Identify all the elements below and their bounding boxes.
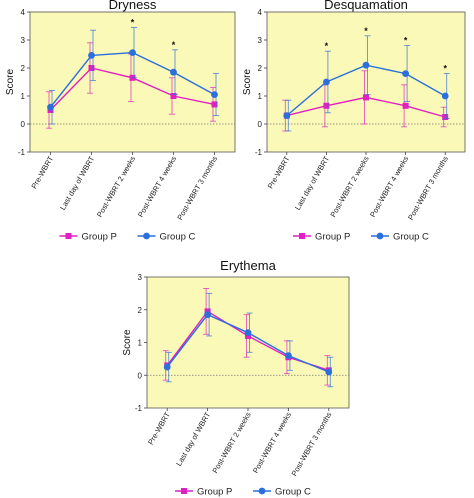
y-axis-label: Score [242, 69, 253, 96]
data-point-group-c [325, 368, 333, 376]
x-tick-label: Post-WBRT 3 months [406, 154, 450, 221]
y-tick-label: 0 [258, 120, 263, 129]
data-point-group-c [323, 78, 330, 86]
x-tick-label: Last day of WBRT [293, 154, 331, 211]
legend-marker [376, 232, 384, 240]
y-tick-label: 2 [138, 306, 143, 315]
chart-title: Desquamation [324, 0, 408, 12]
data-point-group-c [362, 61, 370, 69]
legend-item-group-c: Group C [253, 487, 311, 498]
significance-marker: * [172, 40, 176, 50]
significance-marker: * [325, 41, 329, 51]
data-point-group-p [323, 102, 330, 109]
y-tick-label: 4 [258, 8, 263, 17]
y-tick-label: 1 [138, 339, 143, 348]
y-tick-label: 2 [258, 64, 263, 73]
legend-label: Group P [82, 232, 117, 243]
chart-title: Erythema [220, 258, 276, 273]
data-point-group-c [88, 52, 95, 59]
chart-erythema: Erythema Score -1 0 1 2 3 Pre-WBRT Last day of W… [122, 258, 350, 498]
y-tick-label: 0 [21, 120, 26, 129]
x-tick-label: Post-WBRT 3 months [175, 154, 219, 221]
significance-marker: * [131, 17, 135, 27]
data-point-group-p [211, 101, 218, 108]
legend-item-group-c: Group C [371, 232, 429, 243]
significance-marker: * [443, 64, 447, 74]
x-tick-label: Pre-WBRT [29, 154, 55, 190]
y-tick-label: 4 [21, 8, 26, 17]
data-point-group-p [402, 102, 409, 109]
legend-item-group-p: Group P [175, 487, 232, 498]
x-tick-label: Post-WBRT 4 weeks [136, 154, 178, 218]
y-tick-label: 1 [258, 92, 263, 101]
data-point-group-c [244, 329, 252, 337]
data-point-group-c [204, 311, 212, 319]
legend-marker [181, 488, 187, 494]
data-point-group-c [402, 70, 409, 77]
legend-label: Group C [160, 232, 196, 243]
y-axis-label: Score [122, 329, 133, 356]
y-tick-label: 0 [138, 371, 143, 380]
data-point-group-c [47, 103, 54, 111]
x-tick-label: Post-WBRT 2 weeks [328, 154, 370, 218]
y-tick-label: 1 [21, 92, 26, 101]
chart-desquamation: Desquamation Score -1 0 1 2 3 4 Pre-WBRT Last day… [242, 0, 466, 243]
x-tick-label: Last day of WBRT [58, 154, 96, 211]
plot-area [29, 11, 236, 153]
legend-item-group-c: Group C [137, 232, 196, 243]
legend-marker [143, 232, 150, 240]
legend-marker [65, 233, 72, 239]
legend-label: Group P [315, 232, 350, 243]
y-tick-label: 3 [138, 273, 143, 282]
x-tick-label: Post-WBRT 3 months [290, 410, 334, 477]
data-point-group-c [211, 91, 218, 98]
significance-marker: * [364, 26, 368, 36]
plot-area [146, 276, 350, 409]
data-point-group-c [170, 68, 177, 76]
data-point-group-p [442, 114, 449, 120]
y-tick-label: 3 [258, 36, 263, 45]
y-tick-label: -1 [255, 148, 263, 157]
data-point-group-c [129, 49, 136, 56]
x-tick-label: Last day of WBRT [174, 410, 212, 467]
legend-label: Group C [393, 232, 429, 243]
data-point-group-p [363, 94, 369, 101]
legend-marker [258, 487, 266, 495]
legend-marker [299, 233, 305, 239]
y-axis-label: Score [5, 69, 16, 96]
x-tick-label: Post-WBRT 4 weeks [368, 154, 410, 218]
y-tick-label: 2 [21, 64, 26, 73]
x-tick-label: Pre-WBRT [266, 154, 292, 190]
chart-title: Dryness [109, 0, 157, 12]
x-tick-label: Post-WBRT 2 weeks [210, 410, 252, 474]
data-point-group-p [88, 65, 95, 71]
data-point-group-c [441, 92, 449, 100]
data-point-group-c [285, 352, 292, 359]
legend-label: Group C [275, 487, 311, 498]
significance-marker: * [404, 36, 408, 46]
y-tick-label: 3 [21, 36, 26, 45]
y-tick-label: -1 [18, 148, 26, 157]
y-tick-label: -1 [135, 404, 143, 413]
x-tick-label: Post-WBRT 2 weeks [95, 154, 137, 218]
legend-item-group-p: Group P [293, 232, 350, 243]
x-tick-label: Post-WBRT 4 weeks [251, 410, 293, 474]
data-point-group-c [163, 363, 171, 371]
x-tick-label: Pre-WBRT [146, 410, 172, 446]
data-point-group-p [170, 93, 177, 99]
chart-dryness: Dryness Score -1 0 1 2 3 4 Pre-WBRT Last day of W… [5, 0, 236, 243]
legend-label: Group P [197, 487, 232, 498]
legend-item-group-p: Group P [59, 232, 117, 243]
data-point-group-c [283, 112, 291, 119]
